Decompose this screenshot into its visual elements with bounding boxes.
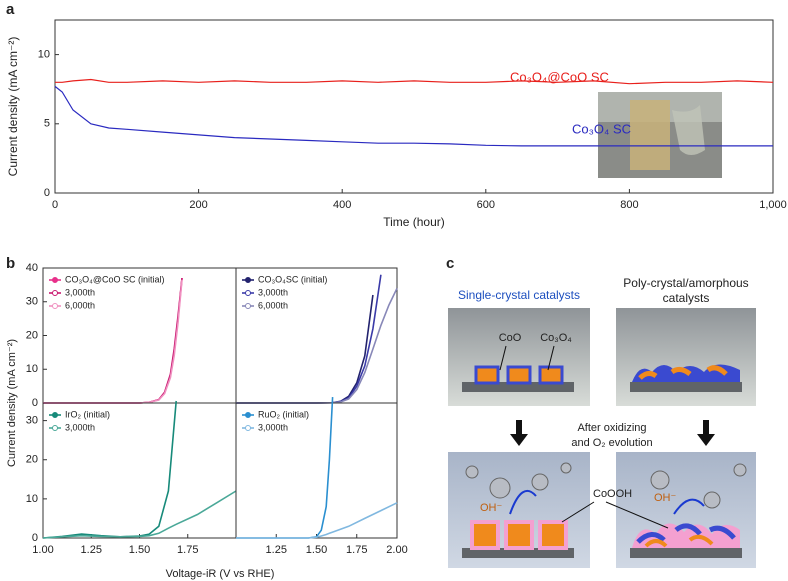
legend-marker	[245, 412, 251, 418]
legend-marker	[52, 412, 58, 418]
x-tick-label: 1.75	[346, 544, 367, 556]
x-tick-label: 600	[477, 199, 495, 211]
y-tick-label: 40	[26, 262, 38, 274]
x-tick-label: 1.25	[81, 544, 102, 556]
diagram-title: Poly-crystal/amorphous	[623, 276, 748, 290]
x-tick-label: 1.25	[266, 544, 287, 556]
series-line	[43, 278, 183, 404]
x-tick-label: 200	[189, 199, 207, 211]
y-tick-label: 30	[26, 415, 38, 427]
x-axis-label: Voltage-iR (V vs RHE)	[166, 568, 275, 580]
legend-label: CO₃O₄SC (initial)	[258, 274, 327, 284]
diagram-label: CoO	[499, 332, 522, 344]
y-tick-label: 0	[44, 187, 50, 199]
y-tick-label: 10	[26, 363, 38, 375]
inset-photo	[598, 92, 722, 178]
y-tick-label: 20	[26, 454, 38, 466]
y-tick-label: 10	[38, 49, 50, 61]
diagram-label: OH⁻	[480, 502, 503, 514]
legend-label: RuO₂ (initial)	[258, 409, 309, 419]
legend-marker	[245, 425, 251, 431]
x-tick-label: 1.50	[306, 544, 327, 556]
series-line	[54, 85, 773, 147]
panel-label: a	[6, 1, 15, 18]
legend-label: 6,000th	[65, 300, 95, 310]
legend-marker	[245, 277, 251, 283]
legend-marker	[245, 290, 251, 296]
legend-marker	[52, 303, 58, 309]
legend-marker	[52, 277, 58, 283]
x-tick-label: 0	[52, 199, 58, 211]
diagram-title: Single-crystal catalysts	[458, 288, 580, 302]
diagram-label: After oxidizing	[577, 422, 646, 434]
panel-label: b	[6, 255, 15, 272]
diagram-title: catalysts	[663, 291, 710, 305]
x-tick-label: 400	[333, 199, 351, 211]
y-axis-label: Current density (mA cm⁻²)	[6, 37, 20, 177]
series-line	[42, 400, 177, 539]
plot-frame	[54, 19, 774, 194]
series-line	[43, 279, 183, 404]
panel-label: c	[446, 255, 454, 272]
series-line	[236, 502, 398, 539]
y-tick-label: 10	[26, 493, 38, 505]
y-tick-label: 0	[32, 397, 38, 409]
y-tick-label: 5	[44, 118, 50, 130]
legend-label: 3,000th	[258, 287, 288, 297]
diagram-label: Co₃O₄	[540, 332, 572, 344]
legend-marker	[52, 290, 58, 296]
legend-label: 6,000th	[258, 300, 288, 310]
diagram: Single-crystal catalysts Poly-crystal/am…	[448, 276, 756, 568]
x-tick-label: 1.50	[129, 544, 150, 556]
series-label: Co₃O₄@CoO SC	[510, 69, 609, 84]
legend-label: CO₃O₄@CoO SC (initial)	[65, 274, 165, 284]
series-label: Co₃O₄ SC	[572, 121, 631, 136]
series-line	[55, 78, 774, 85]
series-line	[42, 490, 237, 539]
diagram-label: CoOOH	[593, 488, 632, 500]
x-axis-label: Time (hour)	[383, 215, 445, 229]
y-tick-label: 30	[26, 296, 38, 308]
legend-label: IrO₂ (initial)	[65, 409, 110, 419]
series-line	[236, 294, 374, 404]
diagram-label: OH⁻	[654, 492, 677, 504]
x-tick-label: 800	[620, 199, 638, 211]
y-axis-label: Current density (mA cm⁻²)	[6, 339, 18, 467]
legend-marker	[245, 303, 251, 309]
x-tick-label: 1.75	[177, 544, 198, 556]
diagram-label: and O₂ evolution	[571, 437, 652, 449]
legend-label: 3,000th	[258, 422, 288, 432]
series-line	[43, 278, 183, 404]
legend-label: 3,000th	[65, 422, 95, 432]
x-tick-label: 1,000	[759, 199, 787, 211]
legend-label: 3,000th	[65, 287, 95, 297]
y-tick-label: 0	[32, 532, 38, 544]
legend-marker	[52, 425, 58, 431]
x-tick-label: 1.00	[32, 544, 53, 556]
y-tick-label: 20	[26, 329, 38, 341]
x-tick-label: 2.00	[386, 544, 407, 556]
